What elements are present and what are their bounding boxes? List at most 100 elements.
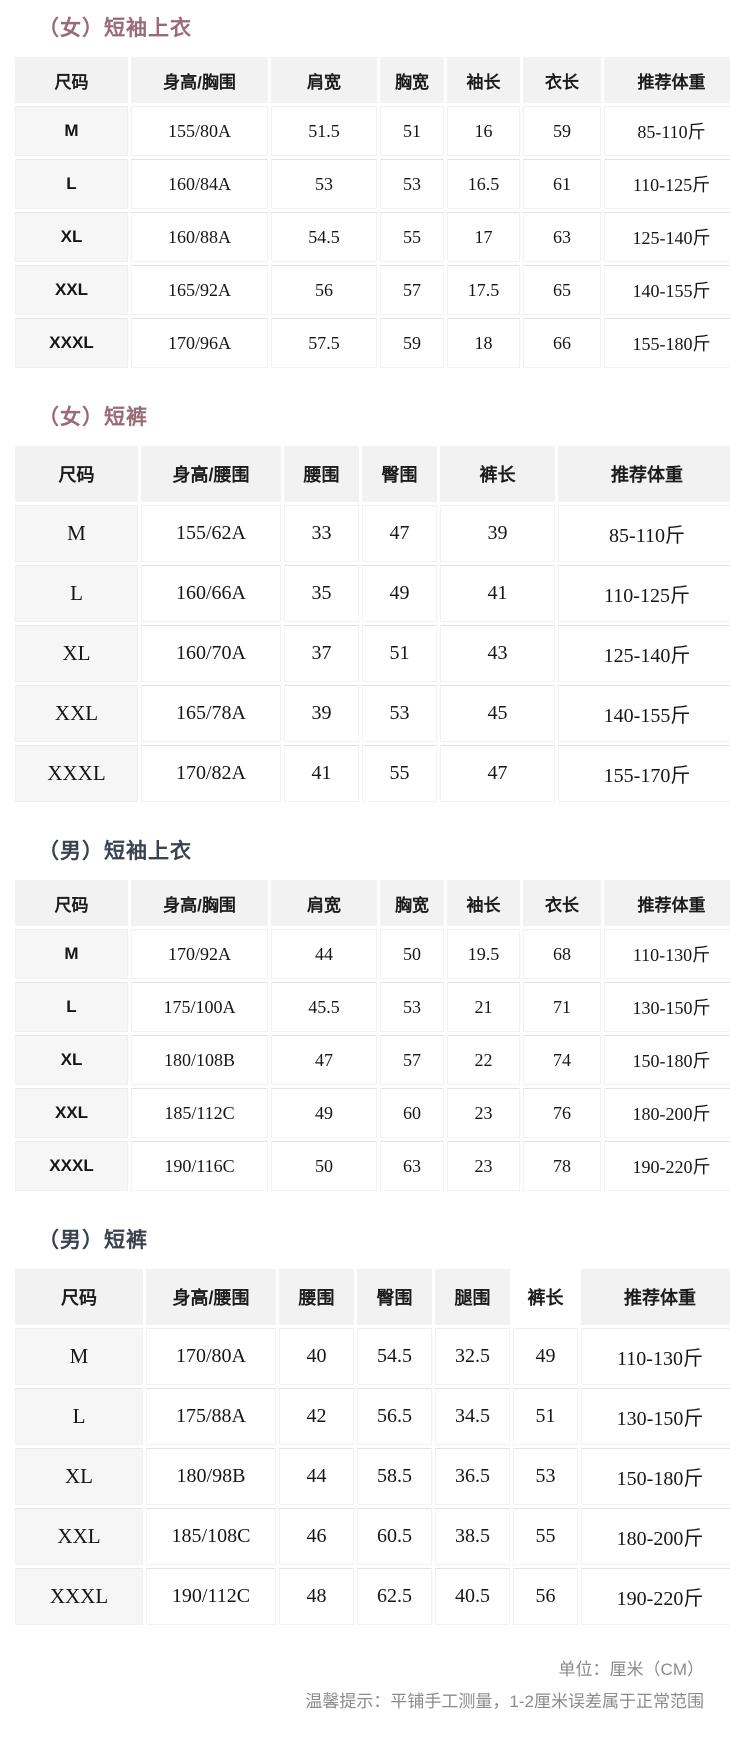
- table-row: M 155/80A 51.5 51 16 59 85-110斤: [15, 106, 730, 156]
- value-cell: 54.5: [271, 212, 377, 262]
- value-cell: 39: [284, 685, 359, 742]
- value-cell: 33: [284, 505, 359, 562]
- size-cell: L: [15, 1388, 143, 1445]
- value-cell: 180/108B: [131, 1035, 268, 1085]
- value-cell: 175/100A: [131, 982, 268, 1032]
- value-cell: 56: [513, 1568, 578, 1625]
- value-cell: 175/88A: [146, 1388, 276, 1445]
- value-cell: 180-200斤: [581, 1508, 730, 1565]
- table-row: M 155/62A 33 47 39 85-110斤: [15, 505, 730, 562]
- table-row: M 170/92A 44 50 19.5 68 110-130斤: [15, 929, 730, 979]
- value-cell: 76: [523, 1088, 601, 1138]
- table-row: XXXL 170/82A 41 55 47 155-170斤: [15, 745, 730, 802]
- value-cell: 50: [271, 1141, 377, 1191]
- size-cell: XL: [15, 1448, 143, 1505]
- table-row: XXXL 170/96A 57.5 59 18 66 155-180斤: [15, 318, 730, 368]
- size-chart-page: （女）短袖上衣 尺码 身高/胸围 肩宽 胸宽 袖长 衣长 推荐体重 M 155/80A 51.5 5…: [0, 12, 730, 1719]
- value-cell: 155/62A: [141, 505, 281, 562]
- value-cell: 125-140斤: [558, 625, 730, 682]
- value-cell: 110-125斤: [604, 159, 730, 209]
- value-cell: 140-155斤: [558, 685, 730, 742]
- value-cell: 53: [271, 159, 377, 209]
- value-cell: 59: [380, 318, 444, 368]
- header-row: 尺码 身高/胸围 肩宽 胸宽 袖长 衣长 推荐体重: [15, 880, 730, 926]
- column-header: 衣长: [523, 880, 601, 926]
- value-cell: 63: [380, 1141, 444, 1191]
- value-cell: 35: [284, 565, 359, 622]
- value-cell: 44: [279, 1448, 354, 1505]
- value-cell: 56.5: [357, 1388, 432, 1445]
- table-row: L 175/88A 42 56.5 34.5 51 130-150斤: [15, 1388, 730, 1445]
- value-cell: 185/112C: [131, 1088, 268, 1138]
- column-header: 身高/腰围: [146, 1269, 276, 1325]
- table-row: M 170/80A 40 54.5 32.5 49 110-130斤: [15, 1328, 730, 1385]
- size-cell: XL: [15, 1035, 128, 1085]
- value-cell: 56: [271, 265, 377, 315]
- table-row: XL 180/108B 47 57 22 74 150-180斤: [15, 1035, 730, 1085]
- column-header: 腰围: [279, 1269, 354, 1325]
- size-cell: XL: [15, 212, 128, 262]
- value-cell: 51: [513, 1388, 578, 1445]
- value-cell: 17.5: [447, 265, 520, 315]
- table-row: XXL 165/78A 39 53 45 140-155斤: [15, 685, 730, 742]
- value-cell: 150-180斤: [604, 1035, 730, 1085]
- table-row: L 160/84A 53 53 16.5 61 110-125斤: [15, 159, 730, 209]
- value-cell: 170/82A: [141, 745, 281, 802]
- section-men-top: （男）短袖上衣 尺码 身高/胸围 肩宽 胸宽 袖长 衣长 推荐体重 M 170/92A 44 50 1…: [12, 835, 730, 1194]
- column-header: 臀围: [357, 1269, 432, 1325]
- value-cell: 55: [380, 212, 444, 262]
- value-cell: 41: [284, 745, 359, 802]
- header-row: 尺码 身高/腰围 腰围 臀围 腿围 裤长 推荐体重: [15, 1269, 730, 1325]
- value-cell: 19.5: [447, 929, 520, 979]
- size-cell: M: [15, 106, 128, 156]
- section-title-men-top: （男）短袖上衣: [38, 840, 192, 863]
- value-cell: 160/84A: [131, 159, 268, 209]
- value-cell: 16: [447, 106, 520, 156]
- value-cell: 47: [362, 505, 437, 562]
- value-cell: 190-220斤: [604, 1141, 730, 1191]
- table-row: XXL 185/108C 46 60.5 38.5 55 180-200斤: [15, 1508, 730, 1565]
- value-cell: 160/88A: [131, 212, 268, 262]
- column-header: 衣长: [523, 57, 601, 103]
- value-cell: 53: [380, 982, 444, 1032]
- value-cell: 160/70A: [141, 625, 281, 682]
- size-table-men-shorts: 尺码 身高/腰围 腰围 臀围 腿围 裤长 推荐体重 M 170/80A 40 54.5 32.5 49 1…: [12, 1266, 730, 1628]
- value-cell: 110-125斤: [558, 565, 730, 622]
- value-cell: 58.5: [357, 1448, 432, 1505]
- value-cell: 53: [362, 685, 437, 742]
- value-cell: 42: [279, 1388, 354, 1445]
- value-cell: 18: [447, 318, 520, 368]
- value-cell: 34.5: [435, 1388, 510, 1445]
- value-cell: 57: [380, 265, 444, 315]
- column-header: 胸宽: [380, 880, 444, 926]
- value-cell: 78: [523, 1141, 601, 1191]
- value-cell: 59: [523, 106, 601, 156]
- value-cell: 74: [523, 1035, 601, 1085]
- value-cell: 170/80A: [146, 1328, 276, 1385]
- table-row: XXXL 190/112C 48 62.5 40.5 56 190-220斤: [15, 1568, 730, 1625]
- size-cell: M: [15, 1328, 143, 1385]
- value-cell: 51.5: [271, 106, 377, 156]
- value-cell: 155/80A: [131, 106, 268, 156]
- column-header: 尺码: [15, 446, 138, 502]
- value-cell: 170/96A: [131, 318, 268, 368]
- value-cell: 130-150斤: [581, 1388, 730, 1445]
- value-cell: 165/78A: [141, 685, 281, 742]
- value-cell: 65: [523, 265, 601, 315]
- section-title-men-shorts: （男）短裤: [38, 1229, 148, 1252]
- value-cell: 54.5: [357, 1328, 432, 1385]
- size-cell: XXL: [15, 685, 138, 742]
- size-cell: XXXL: [15, 745, 138, 802]
- value-cell: 51: [362, 625, 437, 682]
- value-cell: 155-180斤: [604, 318, 730, 368]
- value-cell: 160/66A: [141, 565, 281, 622]
- value-cell: 85-110斤: [604, 106, 730, 156]
- value-cell: 53: [513, 1448, 578, 1505]
- column-header: 裤长: [513, 1269, 578, 1325]
- column-header: 推荐体重: [604, 57, 730, 103]
- value-cell: 150-180斤: [581, 1448, 730, 1505]
- value-cell: 140-155斤: [604, 265, 730, 315]
- column-header: 胸宽: [380, 57, 444, 103]
- value-cell: 49: [362, 565, 437, 622]
- column-header: 身高/腰围: [141, 446, 281, 502]
